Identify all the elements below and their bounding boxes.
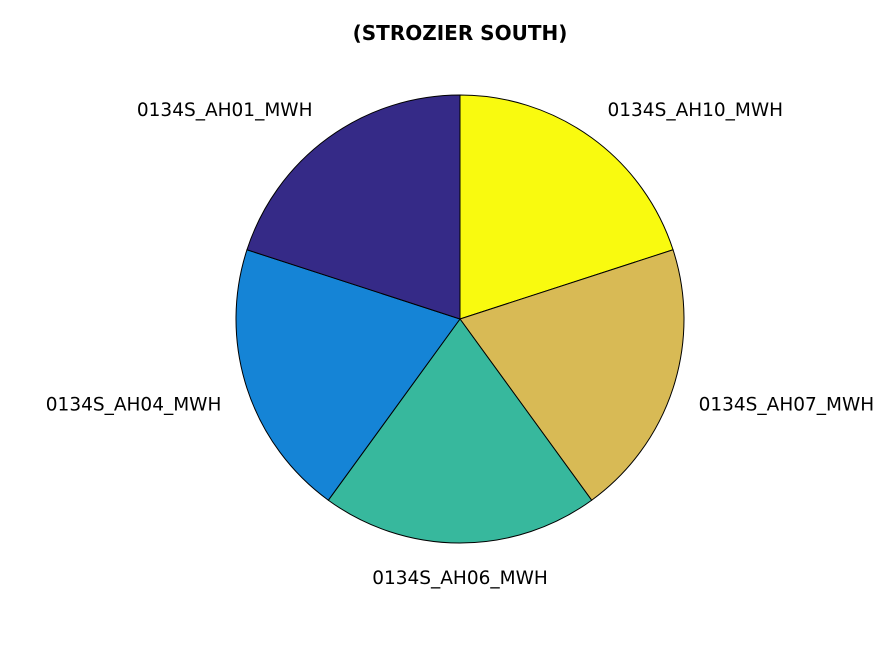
pie-slice-0134s-ah10-mwh — [459, 94, 674, 320]
pie-label-0134s-ah06-mwh: 0134S_AH06_MWH — [372, 568, 548, 589]
pie-label-0134s-ah07-mwh: 0134S_AH07_MWH — [699, 395, 875, 416]
pie-labels: 0134S_AH10_MWH 0134S_AH07_MWH 0134S_AH06_M… — [46, 100, 874, 589]
pie-label-0134s-ah01-mwh: 0134S_AH01_MWH — [137, 100, 313, 121]
pie-slice-0134s-ah06-mwh — [327, 318, 593, 544]
pie-slice-0134s-ah07-mwh — [459, 249, 685, 501]
pie-slice-0134s-ah01-mwh — [246, 94, 461, 320]
pie-label-0134s-ah10-mwh: 0134S_AH10_MWH — [608, 100, 784, 121]
pie-label-0134s-ah04-mwh: 0134S_AH04_MWH — [46, 395, 222, 416]
pie-slice-0134s-ah04-mwh — [235, 249, 461, 501]
pie-slices — [235, 94, 685, 544]
chart-title: (STROZIER SOUTH) — [353, 21, 568, 45]
